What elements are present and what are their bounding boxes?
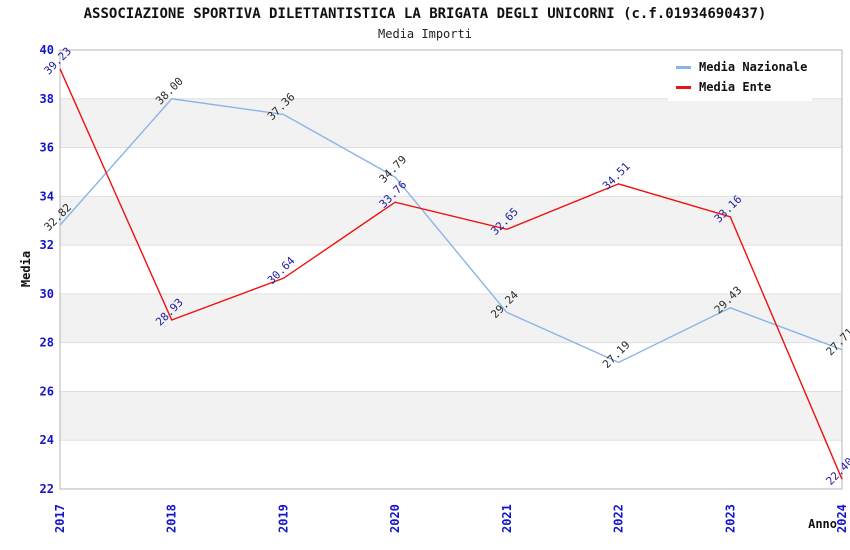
svg-text:34.51: 34.51 [600,160,633,193]
chart-subtitle: Media Importi [378,27,472,41]
svg-text:2022: 2022 [612,504,626,533]
svg-text:40: 40 [40,43,54,57]
legend-label: Media Nazionale [699,60,808,74]
svg-text:2023: 2023 [723,504,737,533]
svg-text:22: 22 [40,482,54,496]
svg-text:30.64: 30.64 [265,254,298,287]
legend-label: Media Ente [699,80,772,94]
svg-text:32: 32 [40,238,54,252]
svg-text:2021: 2021 [500,504,514,533]
svg-text:24: 24 [40,433,54,447]
svg-text:36: 36 [40,141,54,155]
legend-swatch-nazionale-icon [676,65,691,69]
svg-text:30: 30 [40,287,54,301]
legend: Media Nazionale Media Ente [668,53,812,101]
svg-text:34: 34 [40,189,54,203]
svg-text:27.19: 27.19 [600,338,633,371]
svg-text:26: 26 [40,384,54,398]
svg-text:22.40: 22.40 [824,455,850,488]
svg-text:28: 28 [40,336,54,350]
legend-item-media-nazionale: Media Nazionale [676,60,812,74]
svg-text:2017: 2017 [53,504,67,533]
svg-text:38: 38 [40,92,54,106]
svg-text:2019: 2019 [276,504,290,533]
legend-swatch-ente-icon [676,85,691,89]
x-axis-title: Anno [808,517,837,531]
svg-text:2018: 2018 [165,504,179,533]
svg-text:2024: 2024 [835,504,849,533]
svg-text:2020: 2020 [388,504,402,533]
y-axis-title: Media [19,250,33,288]
chart-title: ASSOCIAZIONE SPORTIVA DILETTANTISTICA LA… [83,6,767,22]
legend-item-media-ente: Media Ente [676,80,812,94]
